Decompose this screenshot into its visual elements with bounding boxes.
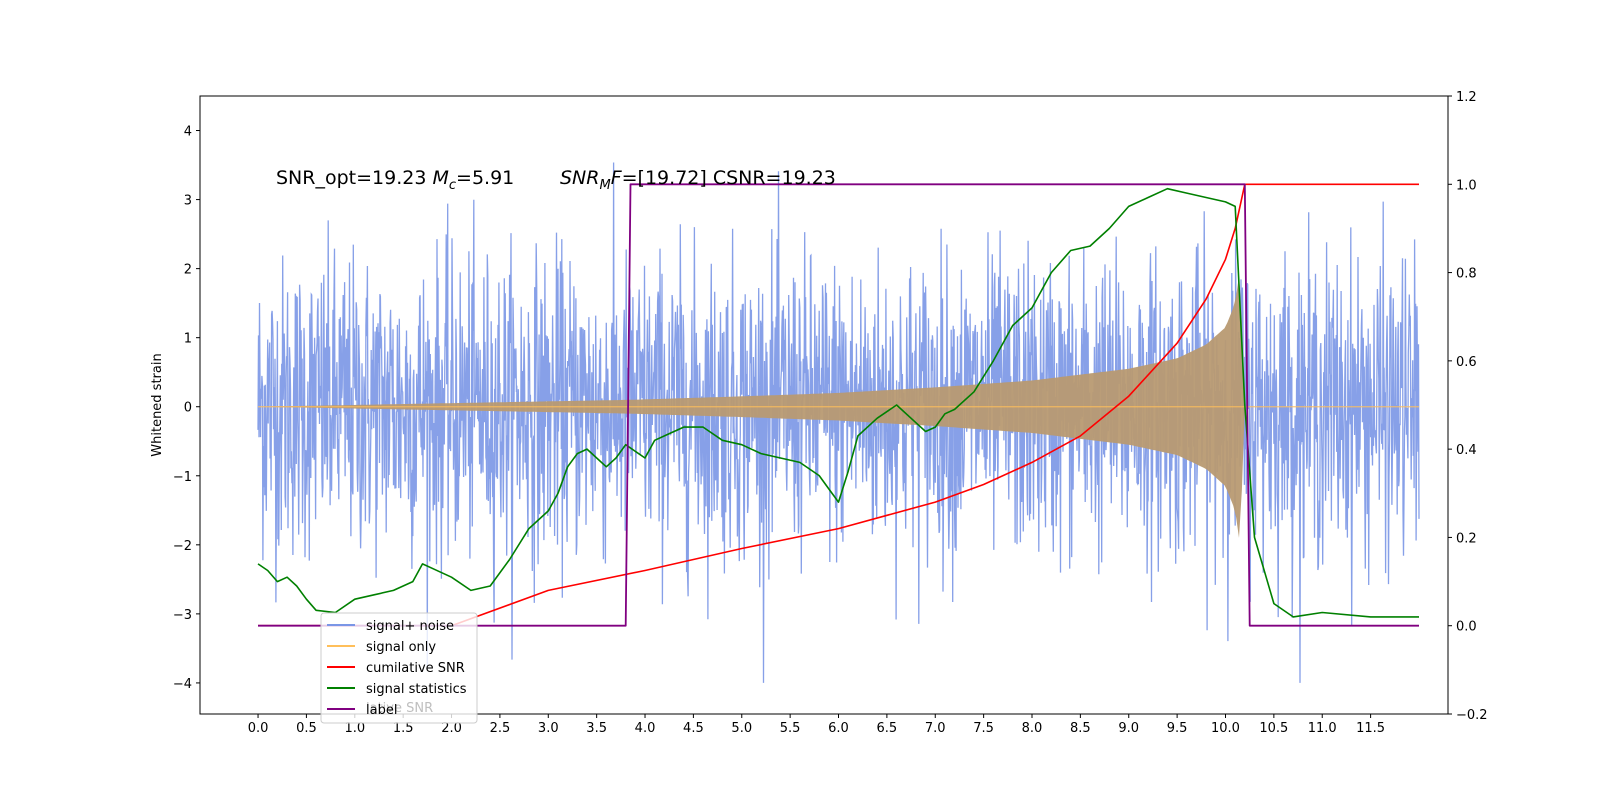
- legend-label: cumilative SNR: [366, 661, 465, 676]
- y-axis-left: −4 −3 −2 −1 0 1 2 3 4: [173, 125, 200, 692]
- y-left-tick-label: 3: [184, 194, 192, 209]
- y-right-tick-label: −0.2: [1456, 708, 1488, 723]
- x-tick-label: 8.5: [1070, 721, 1091, 736]
- annotation-snr-f: F: [611, 167, 623, 189]
- x-tick-label: 9.0: [1118, 721, 1139, 736]
- legend-box: [320, 612, 478, 724]
- x-tick-label: 3.5: [586, 721, 607, 736]
- y-left-tick-label: 4: [184, 125, 192, 140]
- legend-ghost-text: lative SNR: [366, 701, 433, 716]
- x-tick-label: 11.5: [1356, 721, 1385, 736]
- y-right-tick-label: 0.8: [1456, 267, 1477, 282]
- y-right-tick-label: 0.2: [1456, 531, 1477, 546]
- x-tick-label: 0.5: [296, 721, 317, 736]
- x-tick-label: 10.0: [1211, 721, 1240, 736]
- legend-label: signal+ noise: [366, 619, 454, 634]
- y-left-tick-label: −3: [173, 608, 192, 623]
- y-left-tick-label: 2: [184, 263, 192, 278]
- x-tick-label: 10.5: [1259, 721, 1288, 736]
- annotation-snr-value: =[19.72] CSNR=19.23: [622, 167, 836, 189]
- annotation-snr-subscript: M: [599, 178, 610, 193]
- series-label: [258, 183, 1419, 627]
- series-layer: [257, 162, 1420, 683]
- x-tick-label: 2.5: [490, 721, 511, 736]
- y-left-tick-label: −1: [173, 470, 192, 485]
- y-right-tick-label: 0.6: [1456, 355, 1477, 370]
- x-tick-label: 6.0: [828, 721, 849, 736]
- y-left-tick-label: −2: [173, 539, 192, 554]
- legend-label: label: [366, 703, 397, 718]
- legend-label: signal statistics: [366, 682, 467, 697]
- annotation-snr-opt: SNR_opt=19.23: [276, 167, 432, 189]
- x-tick-label: 7.0: [925, 721, 946, 736]
- x-tick-label: 5.0: [731, 721, 752, 736]
- x-tick-label: 3.0: [538, 721, 559, 736]
- x-tick-label: 1.5: [393, 721, 414, 736]
- annotation-mc-symbol: M: [432, 167, 448, 189]
- annotation-snr-symbol: SNR: [560, 167, 599, 189]
- y-right-tick-label: 1.2: [1456, 90, 1477, 105]
- legend: lative SNR signal+ noise signal only cumil…: [320, 612, 478, 724]
- annotation-snr-text: SNRMF=[19.72] CSNR=19.23: [560, 167, 836, 193]
- annotation-text: SNR_opt=19.23 Mc=5.91: [276, 167, 514, 193]
- x-tick-label: 6.5: [877, 721, 898, 736]
- x-tick-label: 11.0: [1308, 721, 1337, 736]
- x-tick-label: 1.0: [344, 721, 365, 736]
- x-tick-label: 9.5: [1167, 721, 1188, 736]
- x-tick-label: 0.0: [248, 721, 269, 736]
- y-right-tick-label: 1.0: [1456, 178, 1477, 193]
- x-tick-label: 5.5: [780, 721, 801, 736]
- x-tick-label: 2.0: [441, 721, 462, 736]
- x-tick-label: 8.0: [1022, 721, 1043, 736]
- x-tick-label: 4.0: [635, 721, 656, 736]
- y-axis-right: −0.2 0.0 0.2 0.4 0.6 0.8 1.0 1.2: [1448, 90, 1488, 723]
- series-cumulative-snr: [258, 183, 1419, 627]
- x-tick-label: 7.5: [973, 721, 994, 736]
- y-left-tick-label: 1: [184, 332, 192, 347]
- x-tick-label: 4.5: [683, 721, 704, 736]
- plot-frame: [199, 95, 1449, 715]
- y-right-tick-label: 0.0: [1456, 620, 1477, 635]
- x-axis: 0.0 0.5 1.0 1.5 2.0 2.5 3.0 3.5 4.0 4.5 5.0 5.5 6.0 6…: [248, 714, 1385, 736]
- y-left-tick-label: −4: [173, 677, 192, 692]
- y-left-tick-label: 0: [184, 401, 192, 416]
- annotation-mc-value: =5.91: [456, 167, 514, 189]
- series-signal-statistics: [257, 187, 1419, 618]
- y-axis-label: Whitened strain: [150, 353, 165, 456]
- annotation-mc-subscript: c: [449, 178, 456, 193]
- y-right-tick-label: 0.4: [1456, 443, 1477, 458]
- legend-label: signal only: [366, 640, 436, 655]
